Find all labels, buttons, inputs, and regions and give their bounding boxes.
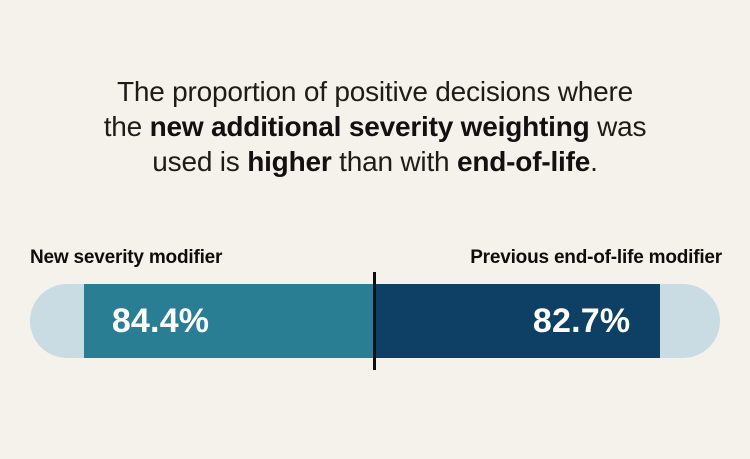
left-value-label: 84.4%: [111, 301, 210, 340]
center-divider-line: [373, 272, 376, 370]
chart-title: The proportion of positive decisions whe…: [103, 76, 647, 177]
right-category-label: Previous end-of-life modifier: [470, 247, 722, 268]
left-category-label: New severity modifier: [30, 247, 223, 268]
bar-fill-right: 82.7%: [375, 284, 661, 358]
bar-fill-left: 84.4%: [83, 284, 375, 358]
right-value-label: 82.7%: [532, 301, 631, 340]
